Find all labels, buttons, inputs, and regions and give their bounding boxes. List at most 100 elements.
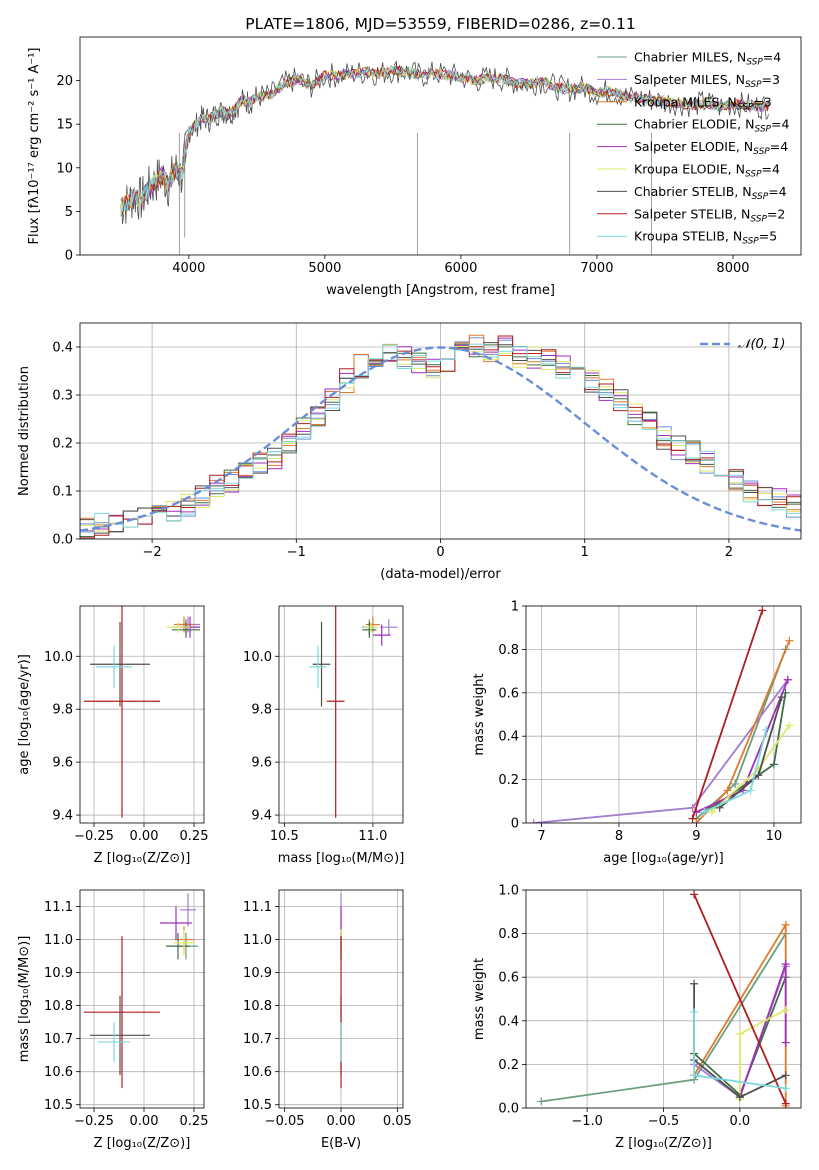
weight-marker [781,960,790,969]
panel-age-vs-mass: 10.5 11.0 9.4 9.6 9.8 10.0 mass [log₁₀(M/M⊙)] [243,605,405,866]
y-tick-label: 10.8 [243,999,272,1014]
x-axis-label: mass [log₁₀(M/M⊙)] [278,851,405,866]
y-tick-label: 0.4 [498,730,519,745]
weight-marker [783,675,792,684]
x-axis-label: E(B-V) [321,1136,361,1151]
y-tick-label: 9.4 [251,809,272,824]
weight-marker [731,779,740,788]
x-tick-label: 9 [692,829,700,844]
y-tick-label: 10.7 [243,1032,272,1047]
normal-curve [80,346,801,532]
weight-marker [758,606,767,615]
y-tick-label: 10.0 [243,650,272,665]
plot-area [279,606,403,823]
y-tick-label: 5 [65,205,73,220]
weight-marker [762,725,771,734]
x-tick-label: 8000 [716,261,749,276]
legend-label: Chabrier STELIB, NSSP=4 [634,184,787,202]
weight-marker [690,979,699,988]
x-tick-label: 0.0 [730,1114,751,1129]
y-axis-label: Normed distribution [17,366,32,496]
x-tick-label: −1 [287,545,306,560]
x-axis-label: age [log₁₀(age/yr)] [603,851,724,866]
legend-label: Chabrier MILES, NSSP=4 [634,50,781,68]
y-axis-label: age [log₁₀(age/yr)] [17,654,32,775]
panel-weight-vs-age: 7 8 9 10 0 0.2 0.4 0.6 0.8 1 age [log₁₀(age/yr)] ma… [472,600,802,866]
y-tick-label: 15 [56,118,73,133]
x-tick-label: 0.25 [180,1114,209,1129]
y-tick-label: 9.8 [52,703,73,718]
weight-marker [529,819,538,823]
weight-line [533,679,789,823]
y-tick-label: 11.1 [44,900,73,915]
y-axis-label: mass weight [472,673,487,755]
weight-marker [781,1071,790,1080]
weight-marker [688,814,697,823]
x-tick-label: −0.25 [74,1114,114,1129]
y-tick-label: 9.6 [52,756,73,771]
axes-frame [278,889,404,1109]
plot-area [279,890,403,1108]
y-axis-label: mass [log₁₀(M/M⊙)] [17,936,32,1063]
x-tick-label: −1.0 [571,1114,603,1129]
x-tick-label: 0.00 [130,829,159,844]
weight-marker [781,1005,790,1014]
y-tick-label: 10.0 [44,650,73,665]
legend-label: Kroupa ELODIE, NSSP=4 [634,162,780,180]
weight-marker [735,1093,744,1102]
plot-area [526,606,801,823]
y-tick-label: 1.0 [498,884,519,899]
x-tick-label: −0.05 [265,1114,305,1129]
x-axis-label: (data-model)/error [380,567,501,582]
weight-marker [690,1071,699,1080]
y-tick-label: 9.4 [52,809,73,824]
weight-marker [781,1084,790,1093]
plot-area [80,323,801,539]
x-axis-label: Z [log₁₀(Z/Z⊙)] [94,851,191,866]
legend-label: Salpeter STELIB, NSSP=2 [634,206,785,224]
weight-marker [735,1029,744,1038]
y-tick-label: 10.6 [243,1065,272,1080]
x-tick-label: −2 [143,545,162,560]
y-tick-label: 0.8 [498,927,519,942]
plot-area [526,890,801,1108]
panel-residuals: −2 −1 0 1 2 0.0 0.1 0.2 0.3 0.4 (data-model)/error… [17,322,802,582]
legend-label: Kroupa MILES, NSSP=3 [634,94,772,112]
y-tick-label: 20 [56,74,73,89]
y-tick-label: 0.6 [498,686,519,701]
panel-spectrum: 4000 5000 6000 7000 8000 0 5 10 15 20 wavelength [… [27,15,802,298]
spectrum-line [120,64,769,217]
x-axis-label: Z [log₁₀(Z/Z⊙)] [94,1136,191,1151]
y-tick-label: 10.5 [44,1098,73,1113]
y-tick-label: 0.8 [498,643,519,658]
panel-age-vs-Z: −0.25 0.00 0.25 9.4 9.6 9.8 10.0 Z [log₁₀(Z/Z⊙)… [17,605,209,866]
x-tick-label: 7000 [580,261,613,276]
y-tick-label: 0.6 [498,971,519,986]
y-tick-label: 0 [65,249,73,264]
y-tick-label: 9.8 [251,703,272,718]
y-tick-label: 0.0 [52,533,73,548]
axes-frame [278,605,404,824]
legend-label: Salpeter ELODIE, NSSP=4 [634,139,788,157]
axes-frame [79,605,205,824]
weight-marker [746,786,755,795]
y-tick-label: 0.2 [52,437,73,452]
plot-area [80,606,204,823]
x-tick-label: 0.00 [327,1114,356,1129]
x-tick-label: 0.25 [180,829,209,844]
weight-marker [781,1038,790,1047]
weight-marker [723,786,732,795]
y-tick-label: 0.1 [52,485,73,500]
y-axis-label: mass weight [472,958,487,1040]
y-tick-label: 10.7 [44,1032,73,1047]
y-tick-label: 9.6 [251,756,272,771]
y-tick-label: 0 [511,817,519,832]
weight-line [693,894,787,1104]
x-tick-label: 1 [581,545,589,560]
legend-label: Salpeter MILES, NSSP=3 [634,72,780,90]
y-tick-label: 11.0 [44,933,73,948]
y-tick-label: 11.1 [243,900,272,915]
weight-marker [692,819,701,823]
x-tick-label: 0.00 [130,1114,159,1129]
weight-marker [781,1099,790,1108]
